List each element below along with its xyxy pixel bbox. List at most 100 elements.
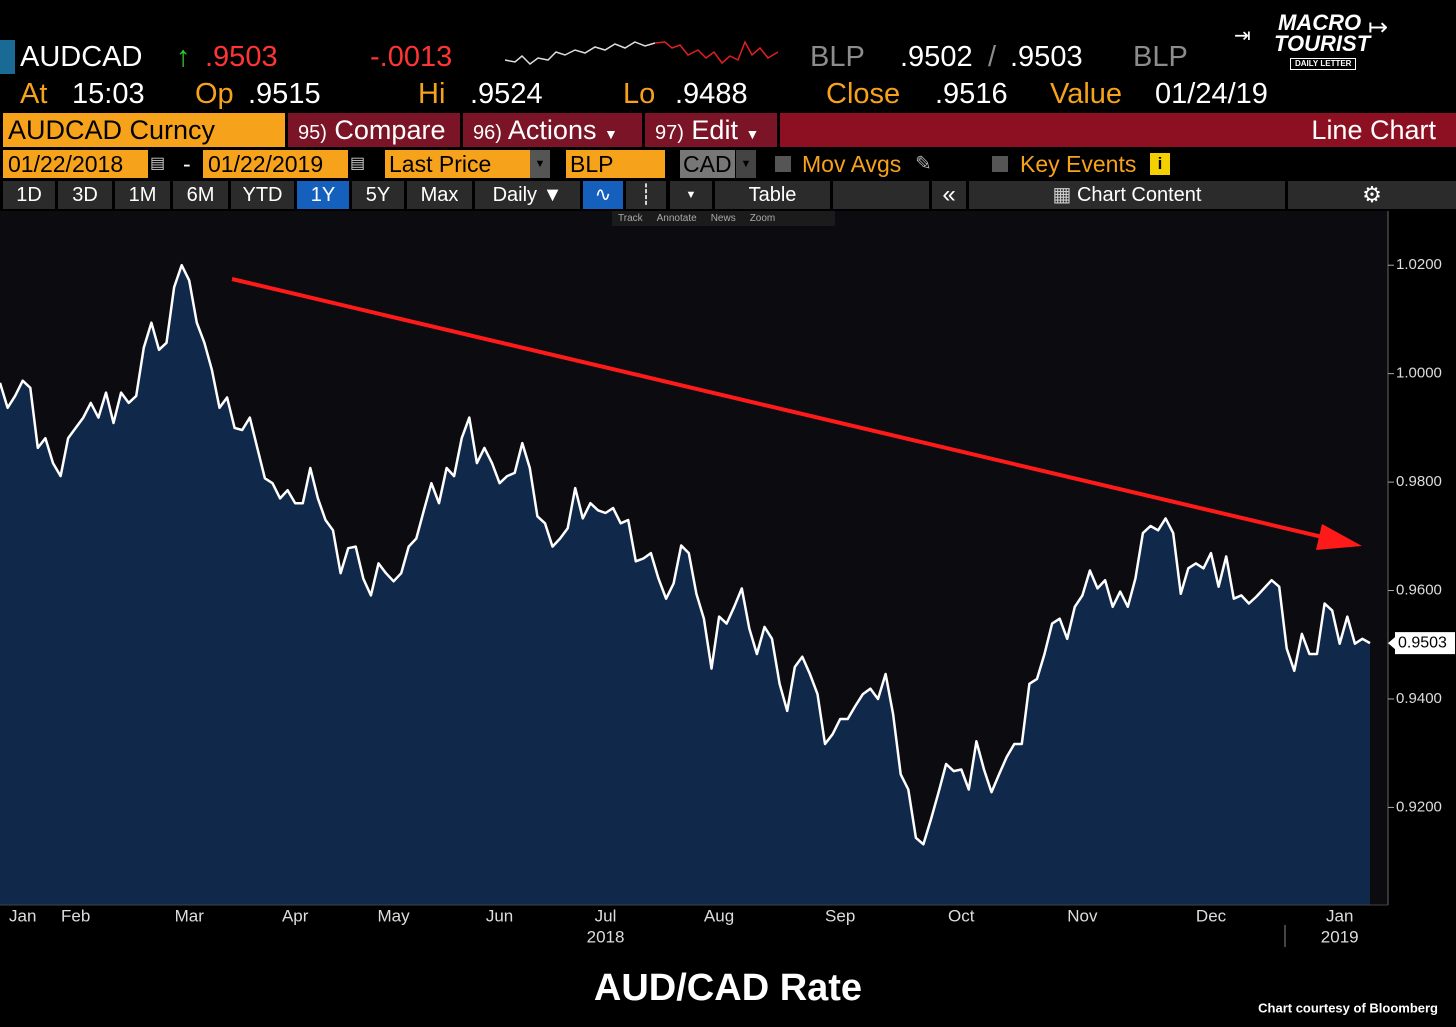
tool[interactable]: Track [618, 213, 643, 224]
tool[interactable]: Annotate [656, 213, 697, 224]
close-label: Close [826, 78, 901, 110]
x-tick-label: Mar [175, 906, 205, 925]
high: .9524 [470, 78, 543, 110]
ticker-marker [0, 40, 15, 74]
period-tab[interactable]: Max [407, 181, 472, 209]
mov-avgs[interactable]: Mov Avgs [802, 151, 902, 177]
calendar-icon[interactable]: ▤ [350, 155, 366, 172]
period-tab[interactable]: 1Y [297, 181, 349, 209]
value-label: Value [1050, 78, 1123, 110]
area-fill [0, 265, 1370, 905]
ticker: AUDCAD [20, 41, 143, 73]
compare-button[interactable]: 95) Compare [288, 113, 460, 147]
x-tick-label: Sep [825, 906, 855, 925]
trend-arrow [231, 277, 1336, 542]
dropdown[interactable]: ▼ [530, 150, 550, 178]
chart-content-label: Chart Content [1076, 184, 1202, 206]
period-tab[interactable]: 3D [58, 181, 112, 209]
frequency-label: Daily [492, 184, 538, 206]
value-date: 01/24/19 [1155, 78, 1268, 110]
open-label: Op [195, 78, 234, 110]
period-tab[interactable]: 6M [173, 181, 228, 209]
dropdown[interactable]: ▼ [670, 181, 712, 209]
net-change: -.0013 [370, 41, 453, 73]
bid: .9502 [900, 41, 973, 73]
chart-icon: ▦ [1052, 184, 1072, 206]
x-tick-label: Oct [948, 906, 975, 925]
caret: ▼ [745, 126, 760, 142]
currency-field[interactable]: CAD [680, 150, 735, 178]
last-price-tag [1395, 632, 1455, 655]
menu-number: 96) [473, 122, 502, 144]
actions-button[interactable]: 96) Actions ▼ [463, 113, 642, 147]
menu-label: Compare [334, 115, 446, 145]
x-tick-label: Jun [486, 906, 513, 925]
bid-ask-separator: / [988, 41, 997, 73]
y-tick-label: 0.9800 [1396, 473, 1442, 490]
y-tick-label: 1.0000 [1396, 365, 1442, 382]
tool[interactable]: Zoom [749, 213, 776, 224]
low-label: Lo [623, 78, 656, 110]
last-price-label: 0.9503 [1398, 634, 1447, 651]
x-group-label: 2018 [587, 927, 625, 946]
y-tick-label: 0.9200 [1396, 798, 1442, 815]
price-line [0, 263, 1371, 846]
logo-line2: TOURIST [1274, 31, 1371, 56]
sparkline-up [504, 41, 656, 65]
period-tab[interactable]: 1D [3, 181, 55, 209]
caret: ▼ [603, 126, 618, 142]
x-tick-label: Nov [1067, 906, 1098, 925]
close: .9516 [935, 78, 1008, 110]
period-tab[interactable]: YTD [231, 181, 294, 209]
info-icon[interactable]: i [1150, 153, 1170, 175]
x-tick-label: Dec [1196, 906, 1227, 925]
frequency[interactable]: Daily ▼ [475, 181, 580, 209]
key-events[interactable]: Key Events [1020, 151, 1137, 177]
chart-type: Line Chart [780, 113, 1456, 147]
field-select[interactable]: Last Price [385, 150, 530, 178]
up-arrow: ↑ [176, 41, 191, 73]
credit: Chart courtesy of Bloomberg [1258, 1000, 1438, 1015]
menu-label: Actions [507, 115, 597, 145]
tool[interactable]: News [710, 213, 736, 224]
menu-number: 97) [655, 122, 684, 144]
calendar-icon[interactable]: ▤ [150, 155, 166, 172]
x-tick-label: May [378, 906, 411, 925]
period-tab[interactable]: 5Y [352, 181, 404, 209]
dropdown[interactable]: ▼ [736, 150, 756, 178]
x-tick-label: Jan [1326, 906, 1353, 925]
x-tick-label: Jul [595, 906, 617, 925]
ask-source: BLP [1133, 41, 1188, 73]
last-price-pointer [1388, 637, 1395, 650]
source-field[interactable]: BLP [566, 150, 665, 178]
x-group-label: 2019 [1321, 927, 1359, 946]
end-date[interactable]: 01/22/2019 [203, 150, 348, 178]
bar-icon[interactable]: ┊ [626, 181, 666, 209]
security-field[interactable]: AUDCAD Curncy [3, 113, 285, 147]
settings-gear[interactable]: ⚙ [1288, 181, 1456, 209]
start-date[interactable]: 01/22/2018 [3, 150, 148, 178]
checkbox[interactable] [775, 156, 791, 172]
x-tick-label: Feb [61, 906, 90, 925]
logo-line3: DAILY LETTER [1290, 58, 1357, 70]
table-tab[interactable]: Table [715, 181, 830, 209]
x-tick-label: Aug [704, 906, 734, 925]
chart-content[interactable]: ▦ Chart Content [969, 181, 1285, 209]
line-icon[interactable]: ∿ [583, 181, 623, 209]
menu-label: Edit [691, 115, 738, 145]
checkbox[interactable] [992, 156, 1008, 172]
period-tab[interactable]: 1M [115, 181, 170, 209]
logo-arrow-right: ↦ [1368, 14, 1389, 41]
high-label: Hi [418, 78, 446, 110]
spacer [833, 181, 929, 209]
pencil-icon[interactable]: ✎ [915, 153, 932, 175]
at-time: 15:03 [72, 78, 145, 110]
at-label: At [20, 78, 48, 110]
collapse[interactable]: « [932, 181, 966, 209]
plot [0, 263, 1371, 905]
date-dash: - [183, 151, 191, 177]
edit-button[interactable]: 97) Edit ▼ [645, 113, 777, 147]
logo-line1: MACRO [1278, 10, 1362, 35]
